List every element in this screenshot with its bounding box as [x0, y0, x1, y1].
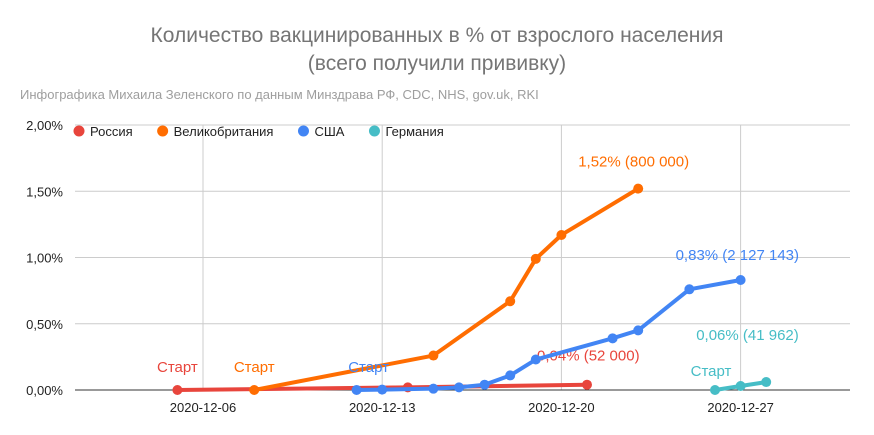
start-label: Старт [234, 359, 275, 376]
data-point [684, 284, 695, 295]
data-point [735, 381, 746, 392]
data-point [479, 379, 490, 390]
data-point [249, 385, 260, 395]
legend-label: США [314, 124, 344, 139]
data-point [454, 382, 464, 393]
data-point [530, 354, 541, 365]
end-value-label: 1,52% (800 000) [578, 154, 689, 171]
legend-label: Германия [385, 124, 443, 139]
data-point [377, 384, 388, 395]
legend-marker [157, 125, 169, 137]
data-point [351, 385, 362, 395]
data-point [633, 325, 644, 336]
end-value-label: 0,83% (2 127 143) [676, 247, 799, 264]
data-point [505, 370, 516, 381]
data-point [428, 350, 439, 361]
start-label: Старт [691, 363, 732, 380]
x-tick-label: 2020-12-20 [528, 400, 595, 415]
data-point [735, 275, 746, 286]
start-label: Старт [157, 359, 198, 376]
y-tick-label: 2,00% [26, 118, 63, 133]
data-point [633, 183, 644, 194]
chart-subtitle: Инфографика Михаила Зеленского по данным… [20, 87, 539, 102]
data-point [530, 253, 541, 264]
y-tick-label: 1,00% [26, 251, 63, 266]
chart-title-line1: Количество вакцинированных в % от взросл… [150, 24, 724, 47]
x-tick-label: 2020-12-27 [707, 400, 774, 415]
legend-label: Великобритания [174, 124, 274, 139]
data-point [428, 383, 439, 394]
series-line-США [356, 278, 741, 392]
x-tick-label: 2020-12-06 [170, 400, 237, 415]
y-tick-label: 0,00% [26, 383, 63, 398]
legend-marker [297, 125, 309, 137]
end-value-label: 0,06% (41 962) [696, 327, 799, 344]
start-label: Старт [348, 359, 389, 376]
legend-marker [73, 125, 85, 137]
data-point [710, 385, 720, 395]
x-tick-label: 2020-12-13 [349, 400, 416, 415]
y-tick-label: 1,50% [26, 184, 63, 199]
data-point [582, 379, 592, 390]
legend-label: Россия [90, 124, 133, 139]
chart-title-line2: (всего получили прививку) [307, 52, 567, 75]
series-line-Великобритания [253, 186, 640, 392]
data-point [505, 296, 516, 307]
data-point [607, 333, 618, 344]
data-point [556, 229, 567, 240]
data-point [761, 377, 772, 388]
legend-marker [368, 125, 380, 137]
data-point [172, 385, 183, 395]
y-tick-label: 0,50% [26, 317, 63, 332]
